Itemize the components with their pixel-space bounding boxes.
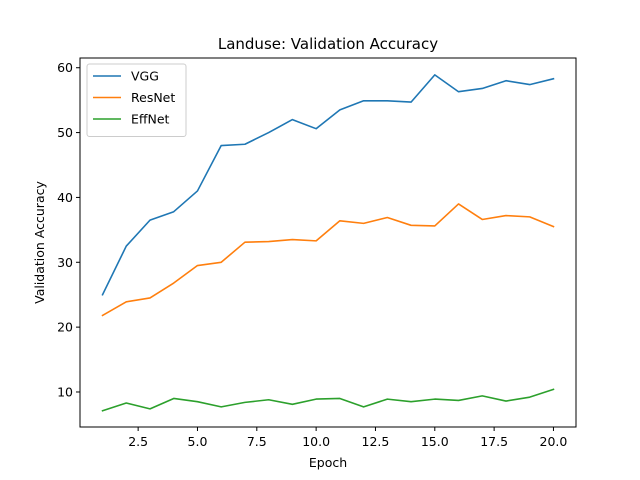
x-tick-label: 2.5 bbox=[128, 434, 148, 449]
x-tick-label: 17.5 bbox=[480, 434, 508, 449]
x-tick-label: 12.5 bbox=[362, 434, 390, 449]
x-axis: 2.5 5.0 7.5 10.0 12.5 15.0 17.5 20.0 bbox=[128, 427, 567, 449]
plot-area bbox=[101, 74, 555, 412]
chart-title: Landuse: Validation Accuracy bbox=[218, 35, 438, 53]
x-tick-label: 7.5 bbox=[247, 434, 267, 449]
y-axis: 10 20 30 40 50 60 bbox=[57, 60, 80, 399]
axes-frame bbox=[79, 57, 577, 428]
y-tick-label: 60 bbox=[57, 60, 73, 75]
y-tick-label: 50 bbox=[57, 125, 73, 140]
x-axis-label: Epoch bbox=[309, 455, 347, 470]
legend-label: EffNet bbox=[131, 112, 170, 127]
legend-label: ResNet bbox=[131, 90, 175, 105]
legend-label: VGG bbox=[131, 69, 159, 84]
y-axis-label: Validation Accuracy bbox=[32, 181, 47, 304]
x-tick-label: 15.0 bbox=[421, 434, 449, 449]
y-tick-label: 10 bbox=[57, 384, 73, 399]
series-line-effnet bbox=[101, 388, 555, 412]
x-tick-label: 5.0 bbox=[188, 434, 208, 449]
y-tick-label: 30 bbox=[57, 255, 73, 270]
x-tick-label: 20.0 bbox=[540, 434, 568, 449]
legend: VGG ResNet EffNet bbox=[86, 63, 187, 137]
y-tick-label: 20 bbox=[57, 320, 73, 335]
x-tick-label: 10.0 bbox=[302, 434, 330, 449]
y-tick-label: 40 bbox=[57, 190, 73, 205]
series-line-vgg bbox=[101, 74, 555, 296]
series-line-resnet bbox=[101, 203, 555, 317]
